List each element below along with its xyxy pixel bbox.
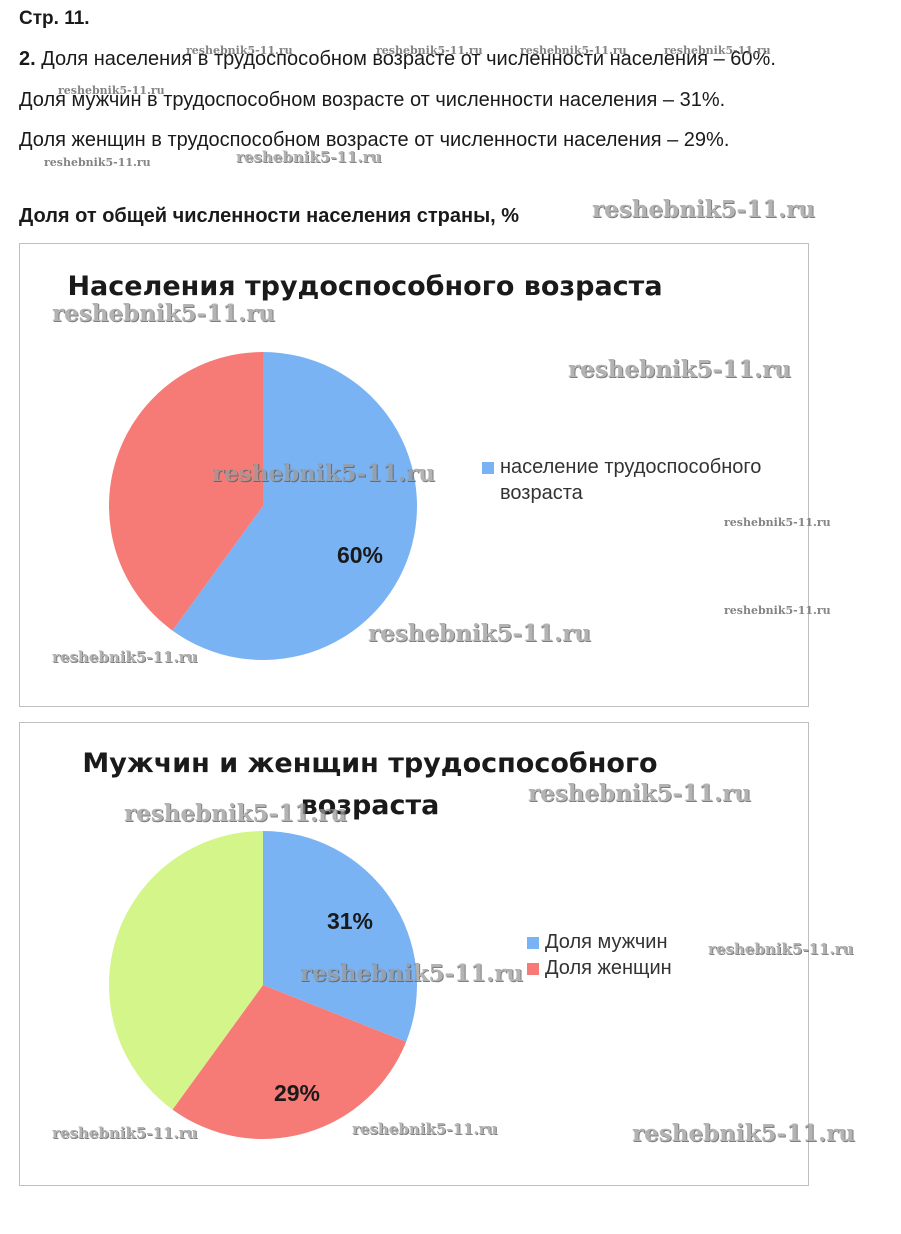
- watermark: reshebnik5-11.ru: [724, 604, 831, 617]
- chart-2-title: Мужчин и женщин трудоспособного возраста: [82, 748, 658, 821]
- legend-label: население трудоспособного возраста: [500, 456, 762, 504]
- chart-1-title: Населения трудоспособного возраста: [67, 271, 663, 302]
- pie-slice: [108, 352, 263, 631]
- task-line-3: Доля женщин в трудоспособном возрасте от…: [19, 129, 730, 151]
- watermark: reshebnik5-11.ru: [632, 1120, 855, 1147]
- pie-slice: [172, 352, 418, 660]
- legend-swatch-blue: [482, 462, 494, 474]
- task-line-2: Доля мужчин в трудоспособном возрасте от…: [19, 89, 726, 111]
- pie-data-label: 29%: [274, 1080, 320, 1106]
- watermark: reshebnik5-11.ru: [186, 44, 293, 57]
- watermark: reshebnik5-11.ru: [664, 44, 771, 57]
- pie-slice: [108, 831, 263, 1110]
- page-label: Стр. 11.: [19, 8, 90, 29]
- chart-1-legend: население трудоспособного возраста: [482, 454, 802, 506]
- chart-2-container: Мужчин и женщин трудоспособного возраста…: [19, 722, 809, 1186]
- watermark: reshebnik5-11.ru: [520, 44, 627, 57]
- pie-data-label: 60%: [337, 542, 383, 568]
- legend-item-working-age: население трудоспособного возраста: [482, 454, 802, 506]
- watermark: reshebnik5-11.ru: [568, 356, 791, 383]
- watermark: reshebnik5-11.ru: [58, 84, 165, 97]
- watermark: reshebnik5-11.ru: [124, 800, 347, 827]
- watermark: reshebnik5-11.ru: [528, 780, 751, 807]
- legend-swatch-red: [527, 963, 539, 975]
- watermark: reshebnik5-11.ru: [708, 940, 854, 958]
- legend-label: Доля женщин: [545, 957, 672, 979]
- pie-slice: [172, 985, 407, 1139]
- watermark: reshebnik5-11.ru: [376, 44, 483, 57]
- task-number: 2.: [19, 48, 36, 70]
- chart-1-pie: 60%: [108, 352, 418, 660]
- watermark: reshebnik5-11.ru: [352, 1120, 498, 1138]
- watermark: reshebnik5-11.ru: [52, 1124, 198, 1142]
- legend-item-men: Доля мужчин: [527, 929, 787, 955]
- watermark: reshebnik5-11.ru: [368, 620, 591, 647]
- chart-1-container: Населения трудоспособного возраста 60% н…: [19, 243, 809, 707]
- watermark: reshebnik5-11.ru: [44, 156, 151, 169]
- watermark: reshebnik5-11.ru: [300, 960, 523, 987]
- task-line-1-text: Доля населения в трудоспособном возрасте…: [41, 48, 776, 70]
- chart-2-pie: 31% 29%: [108, 831, 417, 1139]
- watermark: reshebnik5-11.ru: [52, 648, 198, 666]
- watermark: reshebnik5-11.ru: [52, 300, 275, 327]
- legend-swatch-blue: [527, 937, 539, 949]
- legend-label: Доля мужчин: [545, 931, 668, 953]
- legend-item-women: Доля женщин: [527, 955, 787, 981]
- task-line-1: 2. Доля населения в трудоспособном возра…: [19, 48, 776, 71]
- pie-data-label: 31%: [327, 908, 373, 934]
- watermark: reshebnik5-11.ru: [724, 516, 831, 529]
- watermark: reshebnik5-11.ru: [592, 196, 815, 223]
- section-title: Доля от общей численности населения стра…: [19, 205, 520, 227]
- chart-2-legend: Доля мужчин Доля женщин: [527, 929, 787, 981]
- watermark: reshebnik5-11.ru: [236, 148, 382, 166]
- pie-slice: [263, 831, 417, 1042]
- watermark: reshebnik5-11.ru: [212, 460, 435, 487]
